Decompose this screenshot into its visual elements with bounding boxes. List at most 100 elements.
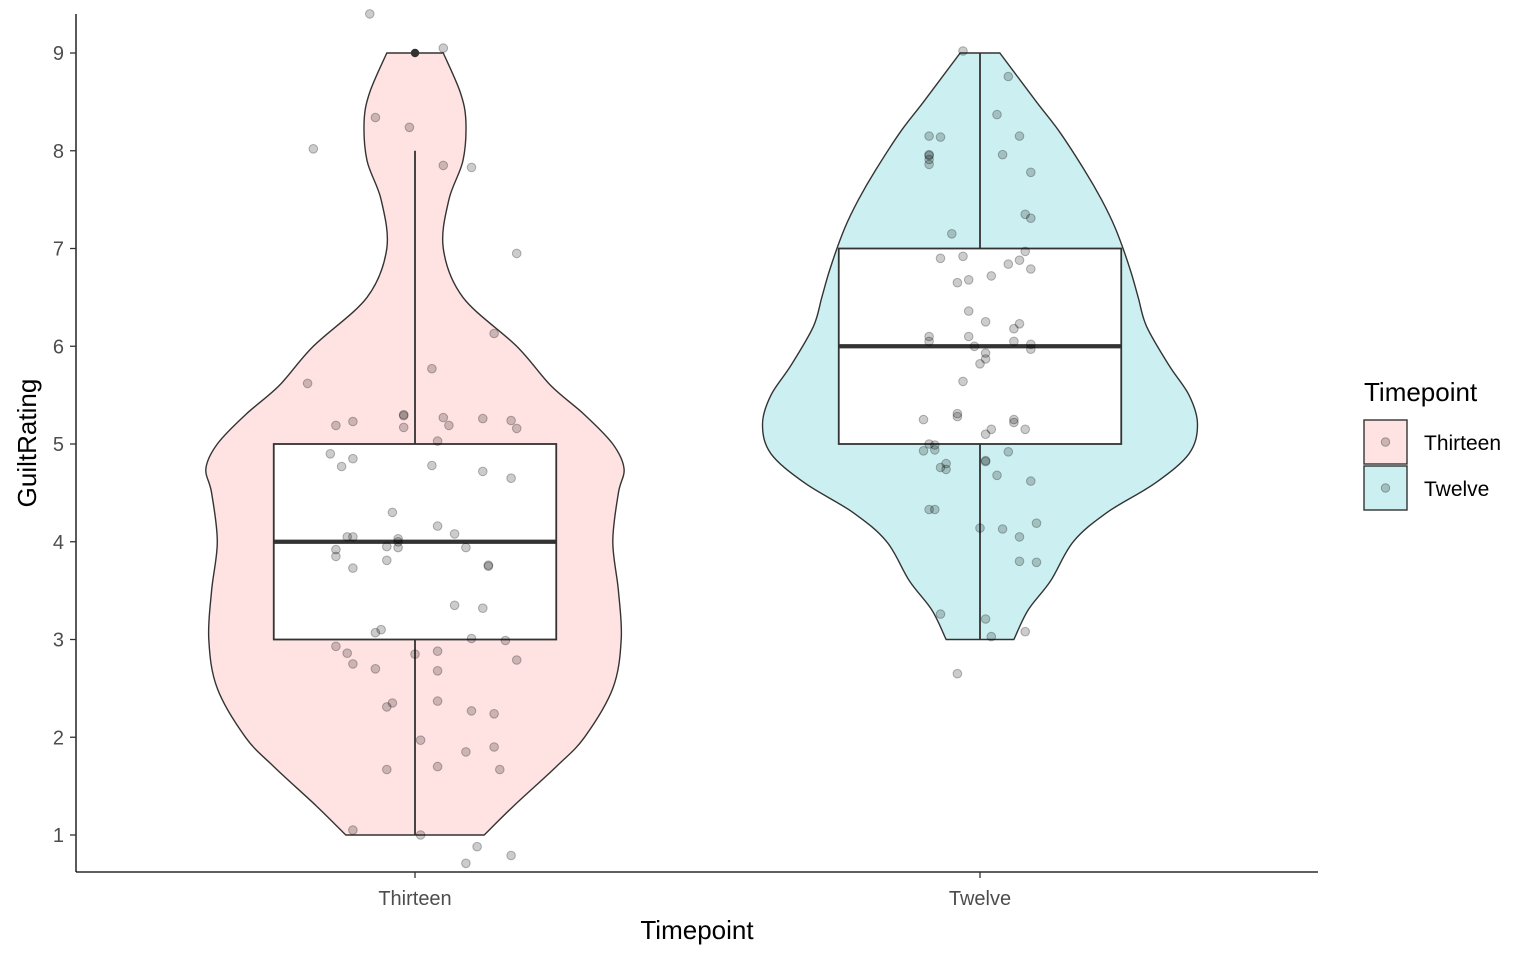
data-point [506, 850, 516, 861]
data-point [466, 633, 477, 644]
data-point [438, 160, 449, 171]
data-point [924, 131, 934, 141]
data-point [511, 655, 522, 665]
data-point [1031, 557, 1042, 568]
data-point [980, 456, 991, 467]
data-point [992, 109, 1002, 120]
y-ticks: 1 2 3 4 5 6 7 8 9 [53, 43, 76, 847]
data-point [432, 646, 443, 657]
data-point [331, 641, 341, 652]
data-point [1020, 424, 1030, 435]
data-point [348, 416, 358, 427]
data-point [947, 229, 957, 239]
data-point [331, 544, 341, 555]
data-point [410, 649, 420, 660]
data-point [1026, 344, 1036, 355]
data-point [924, 336, 934, 347]
data-point [398, 410, 409, 421]
data-point [506, 473, 516, 484]
jitter-points-layer [302, 9, 1042, 869]
data-point [444, 420, 454, 431]
x-tick-label: Thirteen [378, 888, 451, 910]
data-point [489, 328, 499, 339]
data-point [986, 631, 997, 642]
legend-key-point [1380, 483, 1391, 493]
data-point [924, 150, 934, 161]
data-point [404, 122, 415, 133]
data-point [478, 466, 488, 477]
data-point [376, 624, 386, 635]
data-point [952, 411, 963, 422]
data-point [461, 858, 471, 869]
legend-key-thirteen [1363, 419, 1408, 465]
legend-key-point [1380, 437, 1391, 447]
data-point [986, 424, 997, 435]
data-point [997, 149, 1008, 160]
data-point [387, 698, 398, 708]
data-point [1003, 71, 1014, 82]
data-point [980, 348, 991, 358]
axes: 1 2 3 4 5 6 7 8 9 Thirteen Twelve [53, 14, 1318, 910]
data-point [466, 162, 477, 173]
x-axis-title: Timepoint [640, 915, 754, 945]
y-tick-label: 8 [53, 141, 64, 163]
data-point [393, 537, 403, 547]
data-point [342, 532, 353, 542]
data-point [1014, 319, 1025, 329]
data-point [382, 764, 392, 775]
data-point [483, 561, 494, 572]
x-tick-label: Twelve [949, 888, 1011, 910]
legend-label-twelve: Twelve [1424, 478, 1489, 501]
legend-label-thirteen: Thirteen [1424, 432, 1501, 455]
data-point [495, 764, 505, 775]
data-point [1014, 131, 1025, 141]
outlier-point [410, 48, 420, 58]
data-point [952, 408, 963, 419]
data-point [1014, 255, 1025, 266]
data-point [387, 507, 398, 518]
data-point [1009, 414, 1019, 425]
data-point [511, 248, 522, 259]
data-point [398, 409, 409, 420]
data-point [370, 627, 381, 638]
boxplots-layer [272, 48, 1123, 835]
data-point [1020, 209, 1030, 220]
x-ticks: Thirteen Twelve [378, 872, 1011, 910]
data-point [1014, 532, 1025, 542]
data-point [980, 614, 991, 624]
data-point [398, 422, 409, 433]
data-point [432, 761, 443, 772]
data-point [325, 449, 336, 459]
data-point [472, 841, 482, 852]
data-point [302, 378, 313, 389]
data-point [466, 706, 477, 716]
data-point [1003, 259, 1014, 269]
data-point [1026, 476, 1036, 486]
data-point [975, 523, 985, 533]
data-point [1026, 339, 1036, 350]
data-point [489, 742, 499, 752]
data-point [952, 668, 963, 679]
data-point [438, 43, 449, 53]
data-point [935, 132, 946, 142]
data-point [986, 271, 997, 281]
y-tick-label: 3 [53, 630, 64, 652]
data-point [449, 600, 460, 611]
legend: Timepoint Thirteen Twelve [1363, 377, 1501, 511]
data-point [432, 666, 443, 676]
data-point [980, 455, 991, 466]
data-point [342, 648, 353, 659]
data-point [1026, 213, 1036, 223]
data-point [348, 659, 358, 669]
data-point [449, 529, 460, 539]
data-point [924, 154, 934, 165]
data-point [963, 331, 974, 342]
data-point [308, 144, 319, 154]
data-point [930, 440, 940, 450]
data-point [1009, 323, 1019, 334]
data-point [432, 521, 443, 531]
data-point [1026, 264, 1036, 274]
data-point [980, 354, 991, 364]
data-point [997, 524, 1008, 534]
data-point [427, 363, 437, 374]
